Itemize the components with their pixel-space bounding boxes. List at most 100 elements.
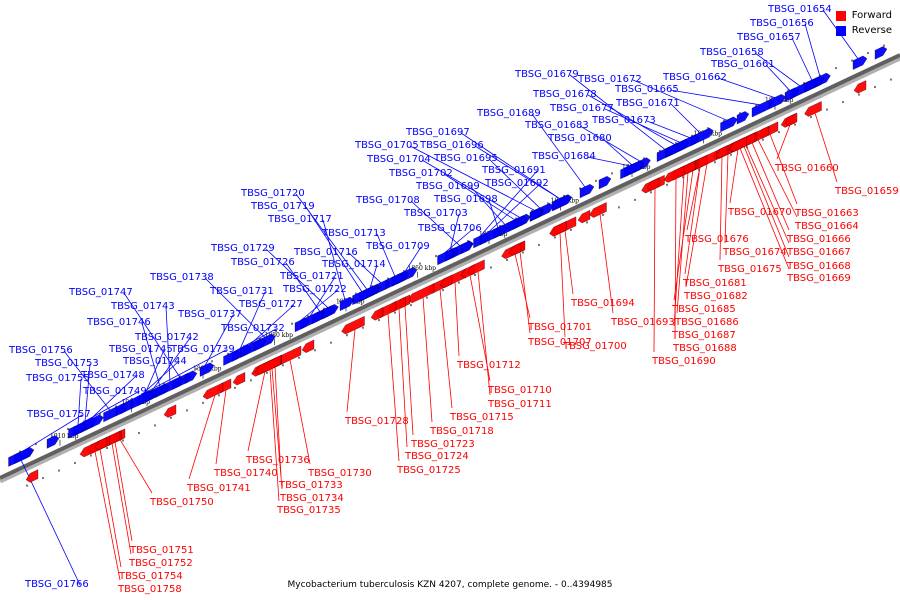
forward-swatch — [835, 10, 846, 21]
forward-gene-label: TBSG_01711 — [487, 399, 552, 410]
tick-dot — [570, 228, 572, 231]
tick-dot — [170, 416, 172, 419]
reverse-leader-line — [229, 328, 277, 355]
tick-dot — [403, 270, 405, 273]
forward-gene — [804, 101, 822, 117]
reverse-leader-line — [77, 378, 82, 426]
reverse-gene — [339, 296, 355, 311]
forward-leader-line — [745, 145, 790, 244]
forward-gene — [715, 145, 729, 159]
forward-leader-line — [743, 146, 790, 258]
forward-gene — [646, 177, 660, 191]
forward-gene-label: TBSG_01687 — [671, 330, 736, 341]
forward-gene — [508, 242, 522, 256]
tick-dot — [106, 447, 108, 449]
forward-gene — [202, 382, 224, 400]
forward-leader-line — [99, 448, 122, 568]
reverse-leader-line — [89, 375, 137, 420]
reverse-gene-label: TBSG_01706 — [417, 223, 482, 234]
tick-dot — [810, 116, 812, 119]
forward-leader-line — [188, 394, 216, 480]
tick-dot — [458, 281, 460, 284]
reverse-leader-line — [84, 363, 91, 423]
tick-dot — [195, 367, 197, 370]
reverse-gene-label: TBSG_01691 — [481, 165, 546, 176]
forward-gene-label: TBSG_01667 — [786, 247, 851, 258]
tick-dot — [202, 401, 204, 404]
reverse-gene — [551, 194, 573, 212]
reverse-gene — [736, 111, 750, 125]
reverse-gene — [598, 176, 612, 190]
reverse-leader-line — [765, 64, 791, 91]
tick-dot — [867, 52, 869, 55]
reverse-leader-line — [204, 314, 234, 366]
tick-dot — [659, 149, 661, 152]
reverse-gene-label: TBSG_01689 — [476, 108, 541, 119]
tick-dot — [58, 469, 60, 472]
tick-dot — [723, 119, 725, 122]
reverse-gene-label: TBSG_01729 — [210, 243, 275, 254]
forward-leader-line — [94, 451, 121, 581]
scale-tick-label: 1860 kbp — [408, 265, 437, 272]
tick-dot — [307, 315, 309, 318]
forward-gene-label: TBSG_01663 — [794, 208, 859, 219]
tick-dot — [778, 131, 780, 134]
tick-dot — [26, 484, 28, 487]
reverse-gene-label: TBSG_01755 — [25, 373, 90, 384]
reverse-gene-label: TBSG_01702 — [388, 168, 453, 179]
reverse-leader-line — [404, 246, 422, 272]
forward-leader-line — [387, 313, 400, 462]
forward-leader-line — [477, 271, 491, 396]
forward-leader-line — [514, 253, 531, 319]
forward-leader-line — [674, 178, 677, 340]
axis-shadow — [0, 55, 900, 484]
reverse-leader-line — [21, 414, 83, 453]
tick-dot — [426, 296, 428, 299]
reverse-gene-label: TBSG_01678 — [532, 89, 597, 100]
forward-gene — [663, 165, 685, 183]
reverse-leader-line — [204, 277, 266, 338]
reverse-gene — [294, 317, 310, 333]
reverse-leader-line — [488, 158, 541, 209]
reverse-gene — [322, 305, 336, 319]
reverse-gene — [460, 240, 474, 255]
reverse-gene-label: TBSG_01662 — [662, 72, 727, 83]
reverse-leader-line — [410, 200, 461, 247]
reverse-gene-label: TBSG_01717 — [267, 214, 332, 225]
forward-leader-line — [564, 230, 574, 295]
reverse-leader-line — [409, 145, 536, 211]
reverse-gene-label: TBSG_01743 — [110, 301, 175, 312]
scale-tick-label: 1910 kbp — [50, 433, 79, 440]
reverse-leader-line — [791, 37, 813, 81]
reverse-leader-line — [531, 113, 586, 188]
tick-dot — [330, 341, 332, 344]
forward-gene-label: TBSG_01693 — [610, 317, 675, 328]
forward-gene — [549, 220, 567, 237]
reverse-gene-label: TBSG_01722 — [282, 284, 347, 295]
reverse-leader-line — [322, 219, 346, 300]
reverse-gene-label: TBSG_01716 — [293, 247, 358, 258]
tick-dot — [531, 209, 533, 212]
reverse-gene-label: TBSG_01719 — [250, 201, 315, 212]
reverse-gene-label: TBSG_01757 — [26, 409, 91, 420]
forward-gene-label: TBSG_01710 — [487, 385, 552, 396]
forward-leader-line — [814, 112, 838, 183]
forward-gene-label: TBSG_01701 — [527, 322, 592, 333]
forward-leader-line — [247, 371, 266, 452]
tick-dot — [218, 394, 220, 397]
forward-leader-line — [269, 369, 280, 502]
forward-leader-line — [271, 368, 283, 490]
reverse-leader-line — [376, 233, 396, 277]
reverse-gene-label: TBSG_01753 — [34, 358, 99, 369]
tick-dot — [442, 289, 444, 292]
tick-dot — [634, 198, 636, 201]
tick-dot — [691, 134, 693, 137]
forward-gene — [589, 202, 607, 218]
reverse-leader-line — [579, 125, 641, 162]
tick-dot — [387, 277, 389, 280]
tick-dot — [35, 443, 37, 446]
reverse-gene-label: TBSG_01756 — [8, 345, 73, 356]
legend-forward-label: Forward — [851, 10, 892, 21]
forward-gene-label: TBSG_01733 — [278, 480, 343, 491]
reverse-gene — [852, 55, 868, 70]
